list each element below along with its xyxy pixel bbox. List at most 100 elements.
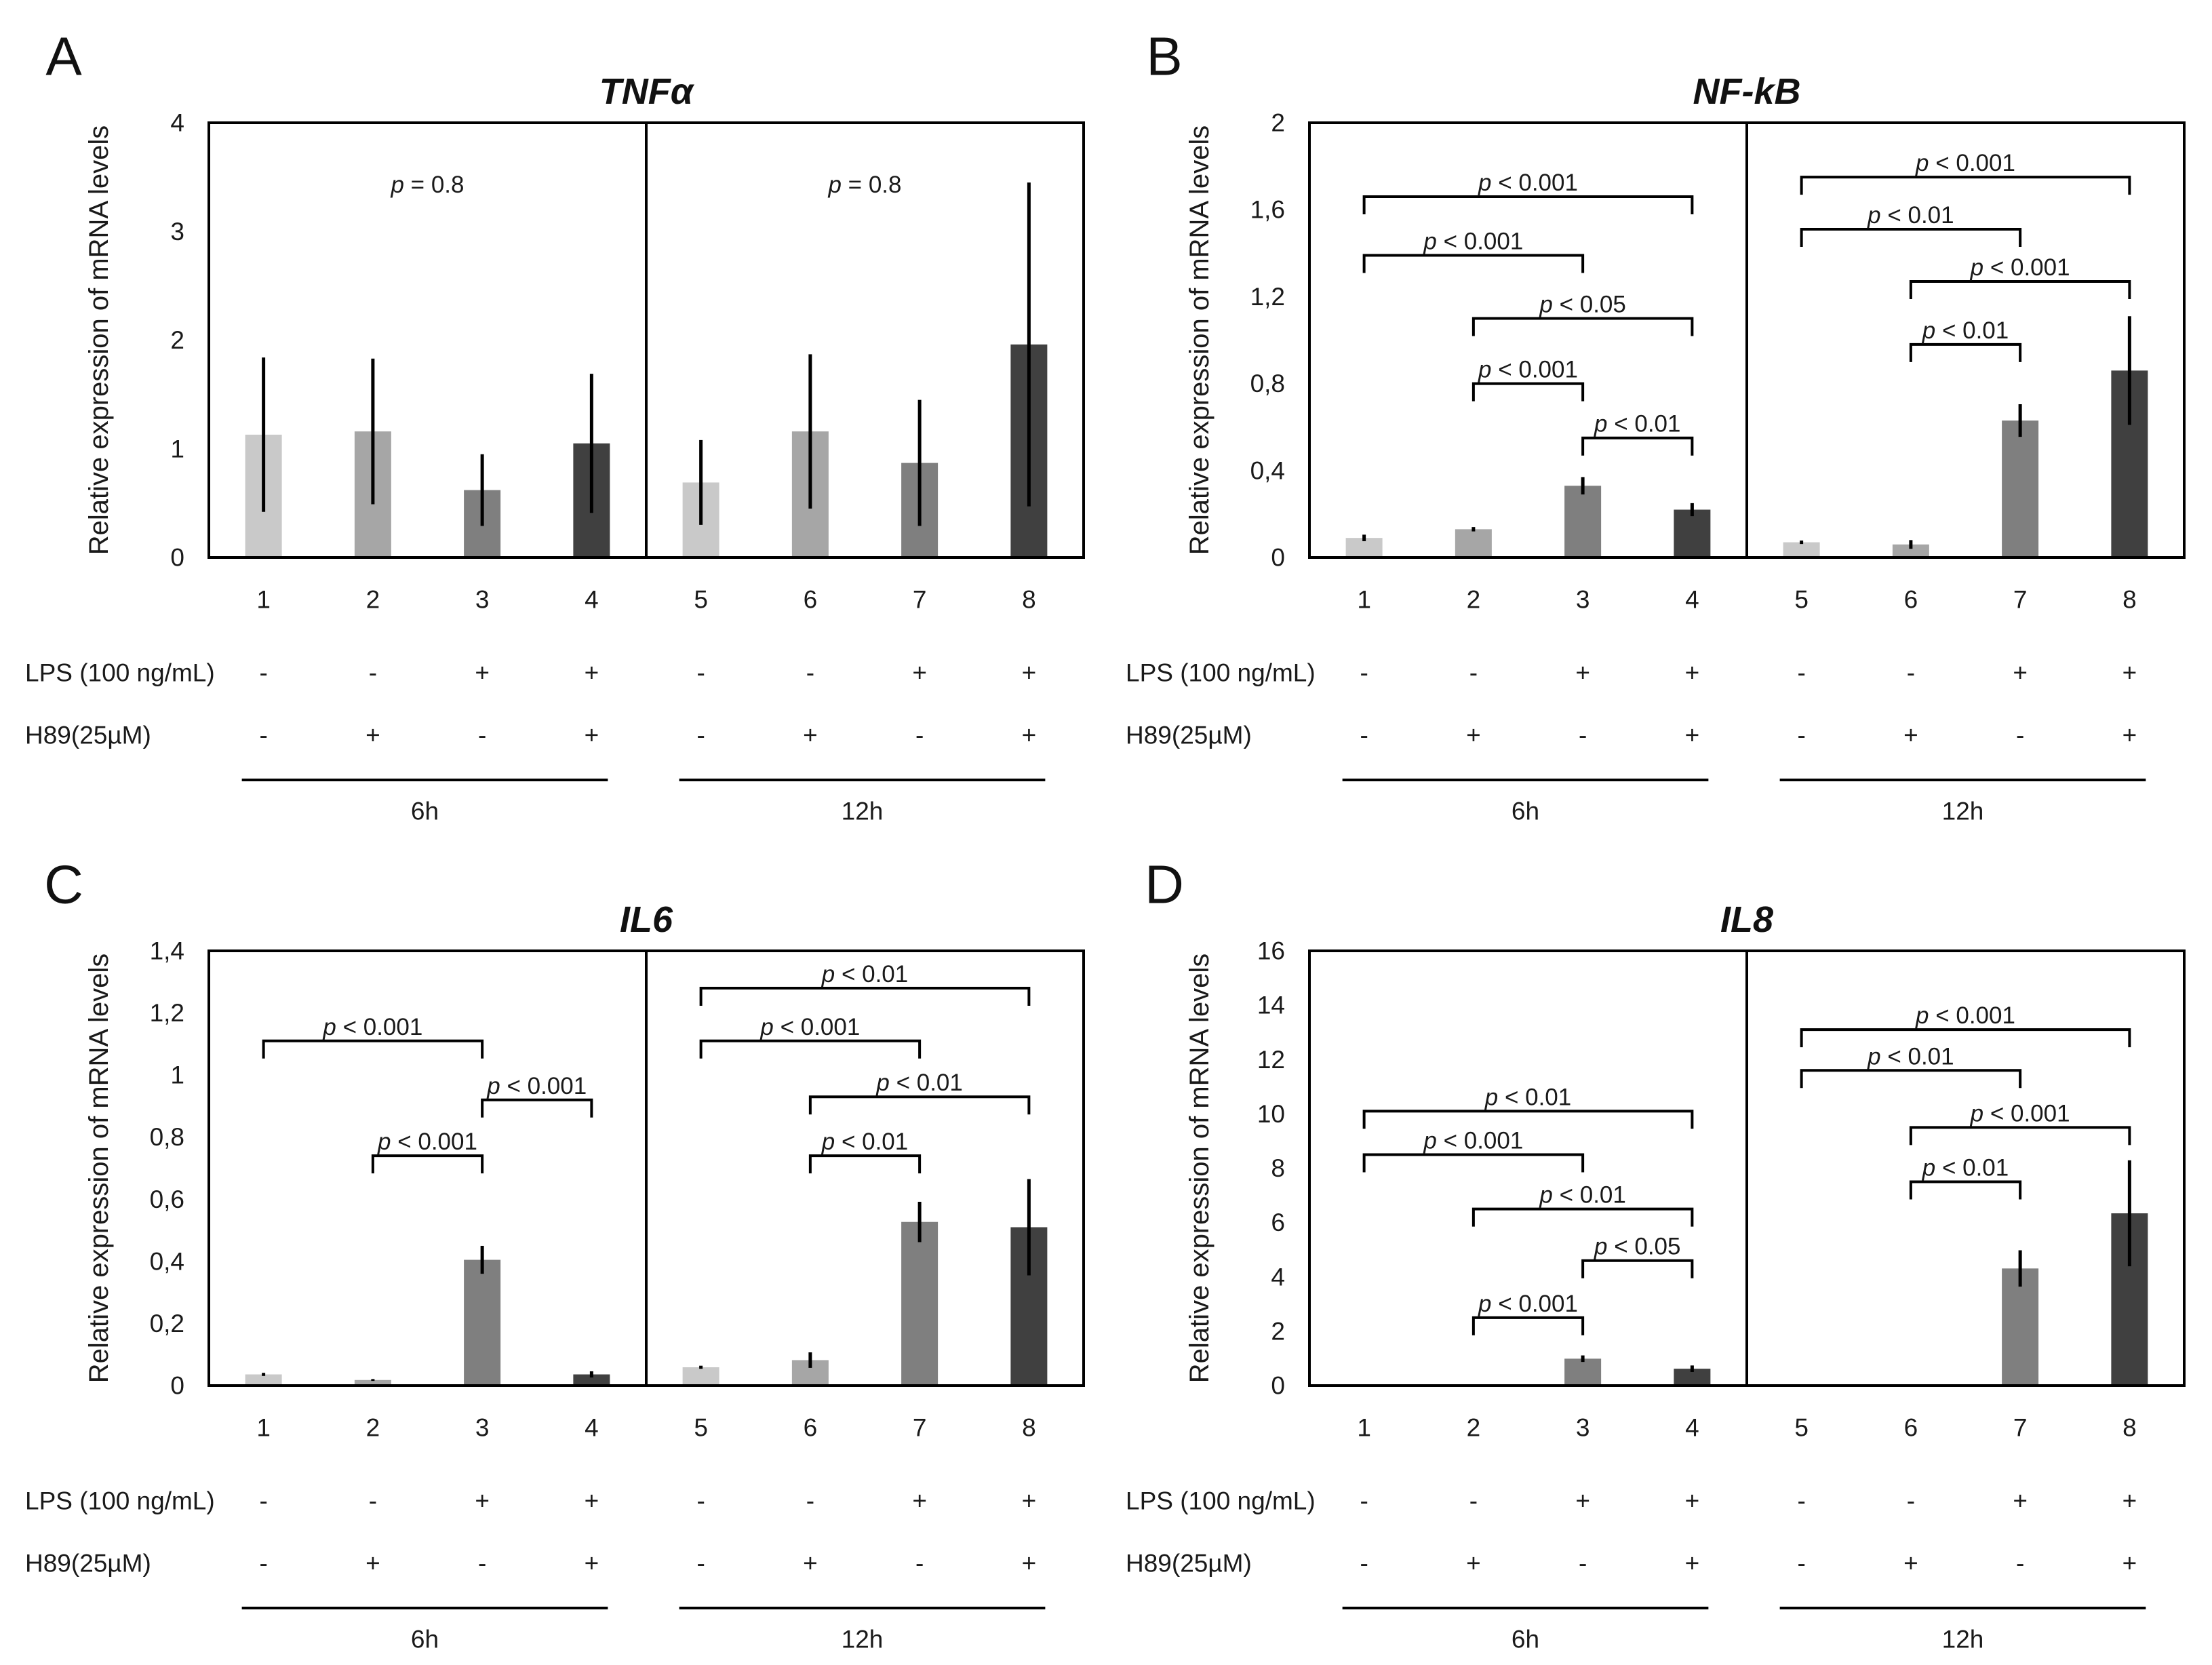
- plus-symbol: +: [803, 1550, 818, 1578]
- y-tick-label: 0: [170, 544, 184, 572]
- y-tick-label: 0: [170, 1372, 184, 1400]
- group-label: 12h: [1942, 1626, 1984, 1653]
- group-label: 6h: [411, 1626, 439, 1653]
- y-tick-label: 1,2: [150, 999, 184, 1027]
- minus-symbol: -: [696, 1487, 705, 1515]
- y-tick-label: 10: [1257, 1100, 1285, 1128]
- y-tick-label: 0,6: [150, 1186, 184, 1213]
- minus-symbol: -: [1360, 722, 1368, 749]
- y-tick-label: 4: [170, 109, 184, 137]
- significance-bracket: [1362, 1110, 1694, 1129]
- minus-symbol: -: [259, 1487, 267, 1515]
- y-tick-label: 0,8: [1250, 370, 1285, 397]
- x-tick-label: 8: [1022, 1414, 1036, 1442]
- p-value-label: p < 0.001: [377, 1129, 477, 1155]
- p-value-label: p < 0.01: [1594, 411, 1680, 437]
- row-label: H89(25µM): [1126, 1550, 1252, 1578]
- plus-symbol: +: [475, 659, 490, 687]
- p-value-label: p < 0.01: [1539, 1182, 1625, 1209]
- row-label: LPS (100 ng/mL): [1126, 1487, 1316, 1515]
- y-tick-label: 1,2: [1250, 283, 1285, 311]
- minus-symbol: -: [1469, 659, 1478, 687]
- plus-symbol: +: [803, 722, 818, 749]
- bar: [1455, 529, 1492, 557]
- plus-symbol: +: [1685, 722, 1700, 749]
- x-tick-label: 1: [1357, 1414, 1371, 1442]
- x-tick-label: 7: [913, 1414, 927, 1442]
- p-value-label: p < 0.001: [759, 1014, 860, 1040]
- minus-symbol: -: [696, 722, 705, 749]
- panel-letter: C: [44, 855, 83, 915]
- chart-title: IL6: [620, 899, 673, 940]
- x-tick-label: 3: [475, 586, 490, 614]
- plus-symbol: +: [1903, 722, 1918, 749]
- y-tick-label: 6: [1271, 1209, 1285, 1236]
- plus-symbol: +: [1022, 1550, 1037, 1578]
- minus-symbol: -: [915, 1550, 924, 1578]
- p-value-label: p < 0.001: [1478, 170, 1578, 196]
- minus-symbol: -: [2016, 722, 2024, 749]
- panel-letter: A: [45, 26, 82, 87]
- minus-symbol: -: [696, 1550, 705, 1578]
- group-label: 6h: [1512, 1626, 1539, 1653]
- significance-bracket: [1909, 342, 2022, 362]
- p-value-label: p < 0.001: [1478, 1291, 1578, 1317]
- significance-bracket: [1472, 1316, 1585, 1335]
- minus-symbol: -: [259, 659, 267, 687]
- minus-symbol: -: [1469, 1487, 1478, 1515]
- plus-symbol: +: [2122, 1487, 2137, 1515]
- x-tick-label: 5: [1794, 1414, 1809, 1442]
- bar: [2002, 1268, 2039, 1386]
- minus-symbol: -: [1579, 1550, 1587, 1578]
- row-label: H89(25µM): [25, 1550, 151, 1578]
- plus-symbol: +: [2013, 659, 2028, 687]
- row-label: H89(25µM): [25, 722, 151, 749]
- y-axis-label: Relative expression of mRNA levels: [1185, 954, 1214, 1384]
- minus-symbol: -: [806, 659, 814, 687]
- group-label: 12h: [1942, 798, 1984, 825]
- bar: [682, 1367, 719, 1386]
- chart-title: IL8: [1720, 899, 1773, 940]
- p-value-label: p < 0.01: [821, 961, 908, 987]
- x-tick-label: 3: [1576, 1414, 1590, 1442]
- x-tick-label: 8: [2122, 1414, 2137, 1442]
- minus-symbol: -: [1579, 722, 1587, 749]
- bar: [2002, 420, 2039, 557]
- significance-bracket: [1362, 195, 1694, 214]
- p-value-label: p < 0.01: [1922, 1155, 2009, 1181]
- bar: [245, 1374, 282, 1386]
- significance-bracket: [1472, 1207, 1694, 1227]
- x-tick-label: 6: [1904, 1414, 1918, 1442]
- p-value-label: p < 0.001: [1915, 1002, 2015, 1029]
- chart-title: NF-kB: [1693, 71, 1801, 112]
- plus-symbol: +: [1685, 1550, 1700, 1578]
- minus-symbol: -: [806, 1487, 814, 1515]
- p-value-label: p < 0.01: [821, 1129, 908, 1155]
- y-tick-label: 2: [1271, 1317, 1285, 1345]
- plus-symbol: +: [1575, 1487, 1590, 1515]
- y-tick-label: 0,4: [150, 1247, 184, 1275]
- y-axis-label: Relative expression of mRNA levels: [84, 125, 114, 555]
- significance-bracket: [1581, 436, 1694, 456]
- p-value-label: p < 0.05: [1594, 1234, 1680, 1260]
- plus-symbol: +: [366, 722, 380, 749]
- plus-symbol: +: [2122, 722, 2137, 749]
- group-label: 12h: [842, 798, 884, 825]
- minus-symbol: -: [259, 1550, 267, 1578]
- x-tick-label: 7: [2013, 1414, 2028, 1442]
- p-value-label: p < 0.001: [486, 1073, 587, 1099]
- y-tick-label: 0: [1271, 1372, 1285, 1400]
- p-value-label: p = 0.8: [827, 172, 901, 198]
- y-tick-label: 1,6: [1250, 196, 1285, 224]
- minus-symbol: -: [1360, 1550, 1368, 1578]
- significance-bracket: [1800, 1028, 2131, 1048]
- significance-bracket: [1800, 1069, 2022, 1089]
- significance-bracket: [1909, 279, 2131, 299]
- y-tick-label: 2: [170, 326, 184, 354]
- y-tick-label: 4: [1271, 1263, 1285, 1291]
- x-tick-label: 6: [804, 586, 818, 614]
- significance-bracket: [1800, 176, 2131, 195]
- plus-symbol: +: [585, 722, 599, 749]
- minus-symbol: -: [1360, 1487, 1368, 1515]
- significance-bracket: [808, 1154, 922, 1174]
